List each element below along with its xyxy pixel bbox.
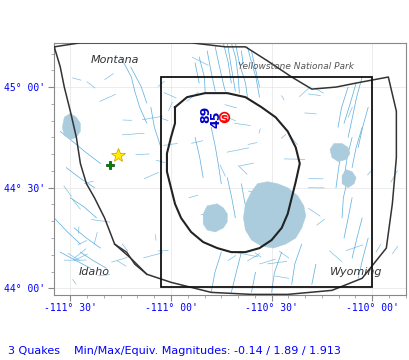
Text: 3 Quakes    Min/Max/Equiv. Magnitudes: -0.14 / 1.89 / 1.913: 3 Quakes Min/Max/Equiv. Magnitudes: -0.1… — [8, 346, 340, 356]
Text: s: s — [220, 112, 227, 125]
Polygon shape — [203, 204, 227, 232]
Text: Idaho: Idaho — [79, 267, 110, 277]
Text: 45: 45 — [209, 111, 222, 128]
Polygon shape — [62, 113, 80, 139]
Text: 89: 89 — [199, 105, 212, 123]
Text: Yellowstone National Park: Yellowstone National Park — [237, 62, 353, 71]
Text: Montana: Montana — [90, 55, 139, 65]
Bar — [160, 77, 371, 287]
Text: Wyoming: Wyoming — [329, 267, 382, 277]
Polygon shape — [341, 170, 355, 188]
Polygon shape — [243, 182, 305, 248]
Polygon shape — [329, 143, 349, 162]
